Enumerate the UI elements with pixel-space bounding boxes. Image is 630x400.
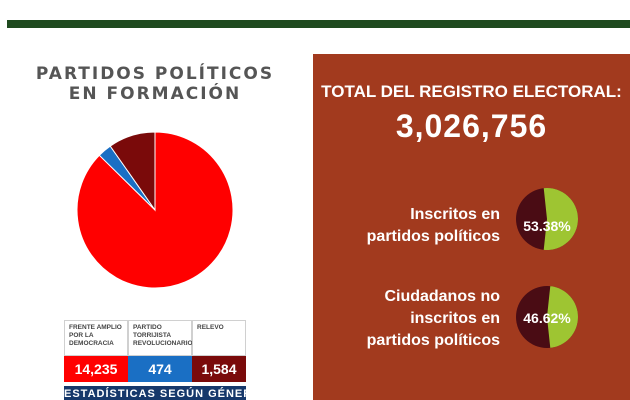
donut-fill bbox=[543, 188, 578, 250]
total-label: TOTAL DEL REGISTRO ELECTORAL: bbox=[321, 82, 622, 101]
label-line: Inscritos en bbox=[410, 206, 500, 223]
legend-label: FRENTE AMPLIO POR LA DEMOCRACIA bbox=[64, 320, 128, 356]
label-line: partidos políticos bbox=[366, 228, 500, 245]
inscritos-percent: 53.38% bbox=[523, 218, 571, 234]
inscritos-donut bbox=[516, 188, 578, 250]
legend-item-torrijista: PARTIDO TORRIJISTA REVOLUCIONARIO 474 bbox=[128, 320, 193, 382]
pie-legend: FRENTE AMPLIO POR LA DEMOCRACIA 14,235 P… bbox=[64, 320, 246, 382]
legend-item-relevo: RELEVO 1,584 bbox=[192, 320, 246, 382]
gender-stats-header: ESTADÍSTICAS SEGÚN GÉNERO bbox=[64, 386, 246, 400]
label-line: Ciudadanos no bbox=[384, 288, 500, 305]
legend-value: 14,235 bbox=[64, 356, 128, 382]
inscritos-label: Inscritos en partidos políticos bbox=[333, 204, 500, 248]
legend-label: PARTIDO TORRIJISTA REVOLUCIONARIO bbox=[128, 320, 193, 356]
label-line: inscritos en bbox=[410, 310, 500, 327]
legend-value: 1,584 bbox=[192, 356, 246, 382]
legend-value: 474 bbox=[128, 356, 192, 382]
pie-slice bbox=[109, 131, 156, 212]
no-inscritos-donut bbox=[516, 286, 578, 348]
no-inscritos-percent: 46.62% bbox=[523, 310, 571, 326]
top-divider bbox=[7, 20, 630, 28]
no-inscritos-label: Ciudadanos no inscritos en partidos polí… bbox=[333, 286, 500, 352]
total-value: 3,026,756 bbox=[395, 108, 548, 144]
donut-fill bbox=[547, 286, 578, 348]
label-line: partidos políticos bbox=[366, 332, 500, 349]
chart-title: PARTIDOS POLÍTICOS EN FORMACIÓN bbox=[35, 64, 275, 104]
legend-label: RELEVO bbox=[192, 320, 246, 356]
registro-panel: TOTAL DEL REGISTRO ELECTORAL: 3,026,756 … bbox=[313, 54, 630, 400]
legend-item-frente-amplio: FRENTE AMPLIO POR LA DEMOCRACIA 14,235 bbox=[64, 320, 128, 382]
